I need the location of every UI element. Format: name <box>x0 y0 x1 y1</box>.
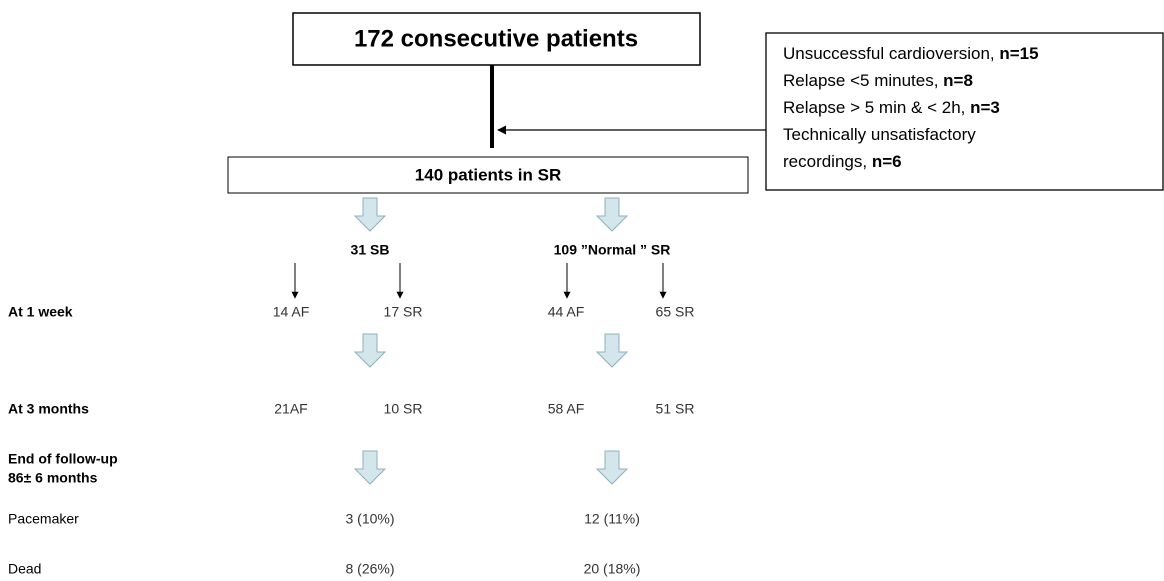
exclusion-line: Unsuccessful cardioversion, n=15 <box>783 44 1039 63</box>
block-arrow <box>353 197 387 232</box>
row-value: 21AF <box>274 401 307 417</box>
exclusion-box <box>765 32 1164 191</box>
exclusion-text: recordings, <box>783 152 872 171</box>
block-arrow <box>353 450 387 485</box>
row-value: 14 AF <box>273 304 310 320</box>
row-value: 17 SR <box>384 304 423 320</box>
middle-box <box>227 156 749 194</box>
block-arrows <box>353 197 629 485</box>
row-value: 3 (10%) <box>345 511 394 527</box>
row-value: 58 AF <box>548 401 585 417</box>
row-label: At 3 months <box>8 401 89 417</box>
exclusion-count: n=3 <box>970 98 1000 117</box>
row-label: Dead <box>8 561 41 577</box>
row-value: 8 (26%) <box>345 561 394 577</box>
exclusion-text: Relapse <5 minutes, <box>783 71 943 90</box>
exclusion-text: Unsuccessful cardioversion, <box>783 44 999 63</box>
middle-box-text: 140 patients in SR <box>415 165 561 184</box>
group-label: 31 SB <box>351 242 390 258</box>
block-arrow <box>595 450 629 485</box>
row-label: Pacemaker <box>8 511 79 527</box>
top-box-text: 172 consecutive patients <box>354 25 638 52</box>
exclusion-list: Unsuccessful cardioversion, n=15 Relapse … <box>783 44 1039 171</box>
block-arrow <box>595 197 629 232</box>
exclusion-count: n=6 <box>872 152 902 171</box>
row-value: 44 AF <box>548 304 585 320</box>
exclusion-count: n=15 <box>999 44 1038 63</box>
exclusion-text: Relapse > 5 min & < 2h, <box>783 98 970 117</box>
exclusion-text: Technically unsatisfactory <box>783 125 976 144</box>
row-value: 65 SR <box>656 304 695 320</box>
row-label: At 1 week <box>8 304 73 320</box>
row-value: 10 SR <box>384 401 423 417</box>
rows: At 1 week 14 AF 17 SR 44 AF 65 SR At 3 months… <box>8 304 694 577</box>
row-label: End of follow-up <box>8 451 118 467</box>
group-label: 109 ”Normal ” SR <box>554 242 671 258</box>
row-value: 51 SR <box>656 401 695 417</box>
exclusion-count: n=8 <box>943 71 973 90</box>
block-arrow <box>595 333 629 368</box>
exclusion-line: recordings, n=6 <box>783 152 902 171</box>
exclusion-line: Technically unsatisfactory <box>783 125 976 144</box>
split-arrows <box>291 263 667 299</box>
exclusion-line: Relapse <5 minutes, n=8 <box>783 71 973 90</box>
row-value: 20 (18%) <box>584 561 641 577</box>
row-value: 12 (11%) <box>584 511 640 527</box>
exclusion-line: Relapse > 5 min & < 2h, n=3 <box>783 98 1000 117</box>
top-box <box>292 12 701 66</box>
row-label: 86± 6 months <box>8 470 98 486</box>
block-arrow <box>353 333 387 368</box>
